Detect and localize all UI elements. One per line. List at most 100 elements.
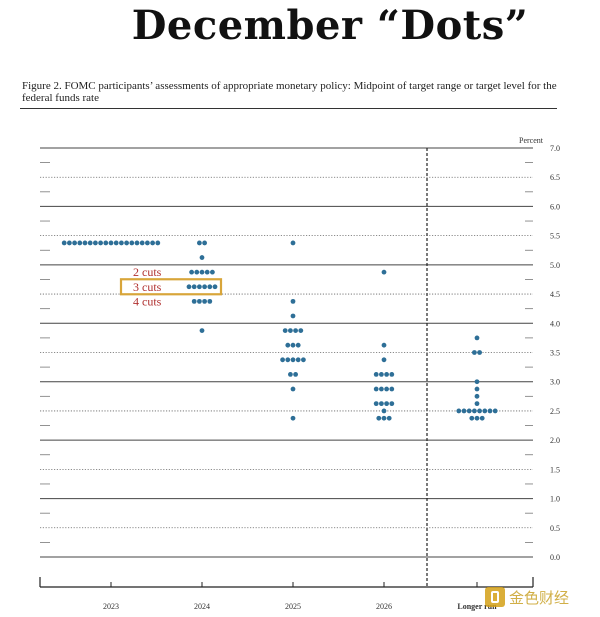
y-tick-label: 0.5 bbox=[550, 524, 560, 533]
dot-2023 bbox=[155, 240, 161, 246]
dot-2025 bbox=[290, 357, 296, 363]
dot-2023 bbox=[77, 240, 83, 246]
dot-2025 bbox=[293, 328, 298, 333]
dot-2026 bbox=[381, 415, 387, 421]
dot-2024 bbox=[197, 298, 202, 304]
dot-2024 bbox=[207, 298, 213, 304]
dot-2026 bbox=[384, 386, 389, 392]
y-tick-label: 1.5 bbox=[550, 465, 560, 474]
dot-2025 bbox=[290, 298, 296, 304]
dot-2026 bbox=[384, 401, 389, 407]
dot-2024 bbox=[199, 269, 205, 275]
dot-2026 bbox=[373, 401, 379, 407]
y-tick-label: 5.5 bbox=[550, 232, 560, 241]
dot-2026 bbox=[373, 386, 379, 392]
y-tick-label: 4.5 bbox=[550, 290, 560, 299]
x-tick-label: 2023 bbox=[103, 602, 119, 611]
dot-longer-run bbox=[474, 401, 480, 407]
dot-2026 bbox=[381, 342, 387, 348]
dot-2025 bbox=[298, 328, 304, 333]
dot-2025 bbox=[285, 342, 291, 348]
dot-2024 bbox=[202, 240, 208, 246]
dot-2025 bbox=[295, 357, 301, 363]
y-tick-label: 5.0 bbox=[550, 261, 560, 270]
dot-2024 bbox=[207, 284, 213, 290]
dot-2026 bbox=[386, 415, 392, 421]
dot-2025 bbox=[280, 357, 285, 363]
dot-2025 bbox=[290, 313, 296, 319]
dot-2025 bbox=[288, 328, 293, 333]
dot-longer-run bbox=[456, 408, 462, 414]
three-cuts-highlight-box bbox=[119, 278, 223, 296]
dot-2024 bbox=[199, 255, 205, 260]
dot-2024 bbox=[199, 328, 205, 333]
dot-longer-run bbox=[474, 379, 480, 385]
y-axis-title: Percent bbox=[519, 136, 544, 145]
dot-2023 bbox=[129, 240, 135, 246]
dot-2023 bbox=[82, 240, 88, 246]
dot-2024 bbox=[202, 298, 208, 304]
dot-2023 bbox=[113, 240, 119, 246]
dot-2025 bbox=[293, 372, 298, 377]
dot-2026 bbox=[381, 269, 387, 275]
dot-2023 bbox=[119, 240, 124, 246]
dot-2023 bbox=[72, 240, 77, 246]
dot-2026 bbox=[379, 401, 384, 407]
dot-2024 bbox=[210, 269, 215, 275]
dot-longer-run bbox=[487, 408, 493, 414]
dot-2023 bbox=[134, 240, 140, 246]
dot-longer-run bbox=[461, 408, 467, 414]
dot-2024 bbox=[189, 269, 195, 275]
y-tick-label: 3.0 bbox=[550, 378, 560, 387]
watermark-text: 金色财经 bbox=[509, 588, 570, 607]
dot-2023 bbox=[150, 240, 156, 246]
dot-2025 bbox=[290, 415, 296, 421]
dot-2024 bbox=[204, 269, 210, 275]
dot-longer-run bbox=[474, 386, 480, 392]
dot-longer-run bbox=[482, 408, 488, 414]
dot-2024 bbox=[212, 284, 218, 290]
dot-2026 bbox=[373, 372, 379, 377]
watermark-logo-icon bbox=[485, 587, 505, 607]
dot-2025 bbox=[290, 240, 296, 246]
dot-2024 bbox=[194, 269, 200, 275]
y-tick-label: 1.0 bbox=[550, 495, 560, 504]
dot-longer-run bbox=[477, 408, 482, 414]
y-tick-label: 3.5 bbox=[550, 349, 560, 358]
dot-2023 bbox=[145, 240, 150, 246]
caption-divider bbox=[20, 108, 557, 109]
dot-2024 bbox=[191, 284, 197, 290]
y-tick-label: 4.0 bbox=[550, 319, 560, 328]
dot-2023 bbox=[124, 240, 129, 246]
dot-2026 bbox=[389, 372, 395, 377]
dot-longer-run bbox=[474, 393, 480, 399]
y-tick-label: 0.0 bbox=[550, 553, 560, 562]
y-tick-label: 2.5 bbox=[550, 407, 560, 416]
dot-2024 bbox=[197, 284, 202, 290]
dot-2023 bbox=[103, 240, 109, 246]
dot-2026 bbox=[389, 401, 395, 407]
dot-2025 bbox=[295, 342, 301, 348]
x-tick-label: 2024 bbox=[194, 602, 210, 611]
x-tick-label: Longer run bbox=[457, 602, 497, 611]
dot-2023 bbox=[139, 240, 145, 246]
dot-2023 bbox=[93, 240, 98, 246]
dot-2024 bbox=[186, 284, 192, 290]
three-cuts-label: 3 cuts bbox=[133, 280, 162, 294]
dot-2026 bbox=[381, 357, 387, 363]
dot-2025 bbox=[301, 357, 306, 363]
dot-2026 bbox=[379, 372, 384, 377]
dot-longer-run bbox=[472, 350, 477, 355]
dot-2025 bbox=[290, 342, 296, 348]
dot-2026 bbox=[381, 408, 387, 414]
dot-2023 bbox=[61, 240, 67, 246]
dot-2025 bbox=[285, 357, 291, 363]
y-tick-label: 7.0 bbox=[550, 144, 560, 153]
dot-longer-run bbox=[477, 350, 482, 355]
dot-2023 bbox=[98, 240, 103, 246]
dot-2026 bbox=[379, 386, 384, 392]
dot-2024 bbox=[191, 298, 197, 304]
dot-longer-run bbox=[472, 408, 477, 414]
dot-longer-run bbox=[492, 408, 498, 414]
